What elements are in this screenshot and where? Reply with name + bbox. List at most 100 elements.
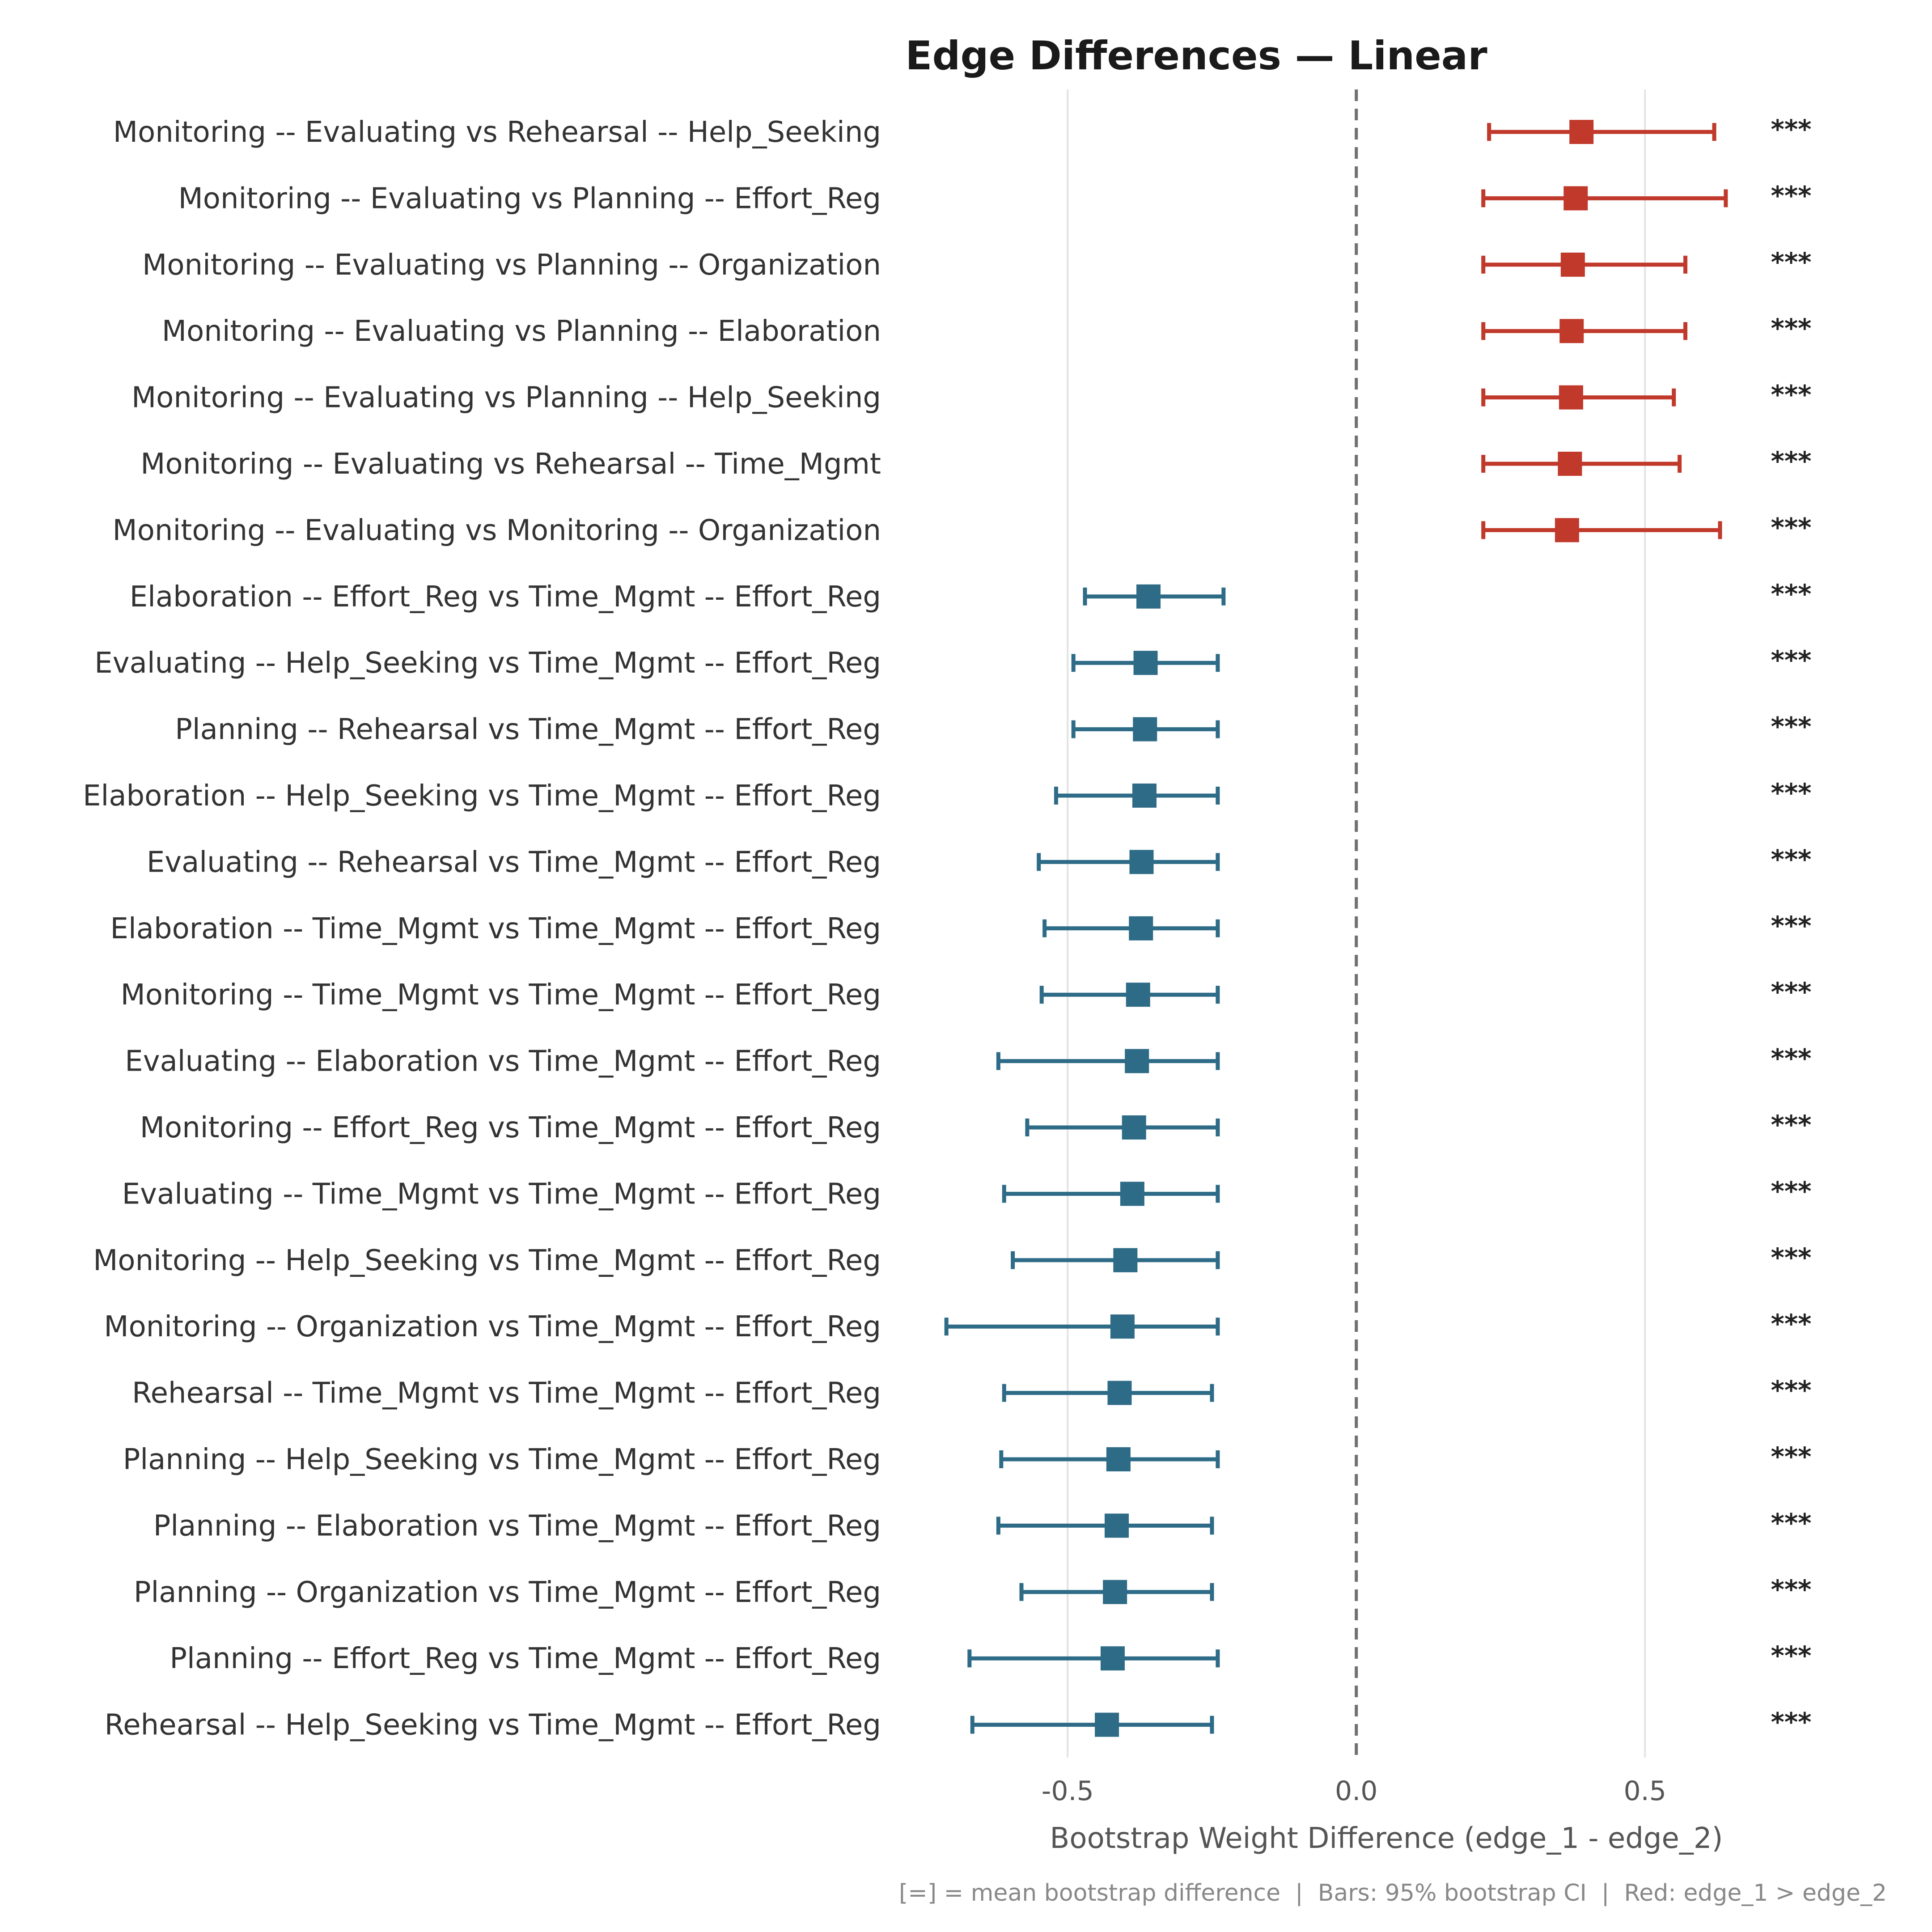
row-label: Planning -- Rehearsal vs Time_Mgmt -- Ef… — [175, 713, 881, 746]
significance-label: *** — [1771, 247, 1812, 277]
significance-label: *** — [1771, 1574, 1812, 1605]
significance-label: *** — [1771, 446, 1812, 476]
forest-row: Evaluating -- Help_Seeking vs Time_Mgmt … — [94, 645, 1811, 680]
forest-row: Planning -- Help_Seeking vs Time_Mgmt --… — [123, 1441, 1812, 1476]
mean-marker — [1120, 1182, 1144, 1206]
forest-row: Monitoring -- Help_Seeking vs Time_Mgmt … — [93, 1242, 1811, 1277]
mean-marker — [1107, 1381, 1132, 1405]
grid-layer — [1067, 89, 1646, 1758]
mean-marker — [1559, 319, 1584, 343]
chart-title: Edge Differences — Linear — [905, 33, 1487, 79]
significance-label: *** — [1771, 380, 1812, 410]
forest-row: Monitoring -- Organization vs Time_Mgmt … — [104, 1309, 1811, 1343]
x-axis-ticks: -0.5 0.0 0.5 — [1042, 1775, 1666, 1807]
significance-label: *** — [1771, 1176, 1812, 1206]
significance-label: *** — [1771, 1375, 1812, 1406]
forest-row: Rehearsal -- Help_Seeking vs Time_Mgmt -… — [105, 1707, 1812, 1742]
significance-label: *** — [1771, 114, 1812, 144]
significance-label: *** — [1771, 977, 1812, 1007]
row-label: Evaluating -- Rehearsal vs Time_Mgmt -- … — [147, 846, 881, 879]
rows-layer: Monitoring -- Evaluating vs Rehearsal --… — [83, 114, 1811, 1742]
x-tick-label: 0.0 — [1335, 1775, 1377, 1807]
significance-label: *** — [1771, 645, 1812, 675]
row-label: Monitoring -- Evaluating vs Rehearsal --… — [113, 116, 881, 149]
row-label: Monitoring -- Evaluating vs Planning -- … — [142, 249, 881, 282]
significance-label: *** — [1771, 1309, 1812, 1339]
significance-label: *** — [1771, 1640, 1812, 1671]
forest-row: Monitoring -- Evaluating vs Rehearsal --… — [140, 446, 1811, 481]
significance-label: *** — [1771, 778, 1812, 808]
row-label: Planning -- Effort_Reg vs Time_Mgmt -- E… — [169, 1642, 881, 1675]
mean-marker — [1126, 983, 1150, 1007]
significance-label: *** — [1771, 911, 1812, 941]
mean-marker — [1559, 385, 1583, 410]
mean-marker — [1105, 1513, 1129, 1538]
significance-label: *** — [1771, 712, 1812, 742]
forest-row: Monitoring -- Evaluating vs Planning -- … — [178, 180, 1812, 215]
row-label: Elaboration -- Effort_Reg vs Time_Mgmt -… — [130, 580, 881, 614]
mean-marker — [1129, 916, 1153, 941]
significance-label: *** — [1771, 180, 1812, 211]
row-label: Monitoring -- Evaluating vs Planning -- … — [131, 381, 881, 415]
forest-row: Rehearsal -- Time_Mgmt vs Time_Mgmt -- E… — [132, 1375, 1811, 1410]
row-label: Monitoring -- Time_Mgmt vs Time_Mgmt -- … — [121, 979, 881, 1012]
mean-marker — [1110, 1314, 1135, 1339]
forest-row: Planning -- Elaboration vs Time_Mgmt -- … — [153, 1508, 1812, 1542]
significance-label: *** — [1771, 512, 1812, 542]
forest-row: Planning -- Organization vs Time_Mgmt --… — [134, 1574, 1812, 1609]
row-label: Monitoring -- Help_Seeking vs Time_Mgmt … — [93, 1244, 881, 1277]
mean-marker — [1136, 584, 1161, 609]
significance-label: *** — [1771, 1707, 1812, 1737]
row-label: Monitoring -- Evaluating vs Rehearsal --… — [140, 448, 881, 481]
forest-row: Monitoring -- Evaluating vs Planning -- … — [162, 313, 1812, 348]
mean-marker — [1132, 784, 1157, 808]
significance-label: *** — [1771, 1508, 1812, 1538]
mean-marker — [1569, 120, 1594, 144]
forest-row: Elaboration -- Effort_Reg vs Time_Mgmt -… — [130, 579, 1812, 614]
x-tick-label: -0.5 — [1042, 1775, 1094, 1807]
mean-marker — [1133, 651, 1158, 675]
forest-row: Monitoring -- Evaluating vs Planning -- … — [131, 380, 1812, 415]
significance-label: *** — [1771, 579, 1812, 609]
forest-row: Elaboration -- Time_Mgmt vs Time_Mgmt --… — [110, 911, 1812, 945]
row-label: Rehearsal -- Time_Mgmt vs Time_Mgmt -- E… — [132, 1377, 881, 1410]
forest-row: Evaluating -- Time_Mgmt vs Time_Mgmt -- … — [122, 1176, 1812, 1211]
row-label: Monitoring -- Evaluating vs Monitoring -… — [113, 514, 881, 547]
row-label: Planning -- Elaboration vs Time_Mgmt -- … — [153, 1509, 881, 1542]
mean-marker — [1106, 1447, 1131, 1471]
significance-label: *** — [1771, 1043, 1812, 1074]
row-label: Evaluating -- Elaboration vs Time_Mgmt -… — [125, 1045, 881, 1078]
forest-row: Planning -- Effort_Reg vs Time_Mgmt -- E… — [169, 1640, 1811, 1675]
forest-row: Evaluating -- Rehearsal vs Time_Mgmt -- … — [147, 844, 1812, 879]
mean-marker — [1095, 1712, 1119, 1737]
significance-label: *** — [1771, 1110, 1812, 1140]
mean-marker — [1122, 1115, 1146, 1140]
forest-row: Elaboration -- Help_Seeking vs Time_Mgmt… — [83, 778, 1811, 813]
row-label: Monitoring -- Effort_Reg vs Time_Mgmt --… — [140, 1111, 881, 1144]
row-label: Elaboration -- Time_Mgmt vs Time_Mgmt --… — [110, 912, 881, 945]
row-label: Monitoring -- Organization vs Time_Mgmt … — [104, 1310, 881, 1343]
forest-row: Monitoring -- Evaluating vs Monitoring -… — [113, 512, 1812, 547]
mean-marker — [1555, 518, 1579, 542]
mean-marker — [1113, 1248, 1138, 1272]
significance-label: *** — [1771, 1441, 1812, 1472]
significance-label: *** — [1771, 1242, 1812, 1273]
row-label: Rehearsal -- Help_Seeking vs Time_Mgmt -… — [105, 1709, 881, 1742]
mean-marker — [1133, 717, 1157, 741]
mean-marker — [1100, 1646, 1125, 1671]
row-label: Planning -- Help_Seeking vs Time_Mgmt --… — [123, 1443, 881, 1476]
significance-label: *** — [1771, 844, 1812, 874]
x-tick-label: 0.5 — [1623, 1775, 1666, 1807]
chart-footnote: [=] = mean bootstrap difference | Bars: … — [899, 1880, 1887, 1907]
forest-row: Monitoring -- Effort_Reg vs Time_Mgmt --… — [140, 1110, 1812, 1144]
forest-row: Evaluating -- Elaboration vs Time_Mgmt -… — [125, 1043, 1811, 1078]
row-label: Monitoring -- Evaluating vs Planning -- … — [162, 315, 881, 348]
mean-marker — [1129, 850, 1154, 874]
forest-row: Monitoring -- Evaluating vs Rehearsal --… — [113, 114, 1812, 149]
mean-marker — [1560, 252, 1585, 277]
forest-row: Monitoring -- Evaluating vs Planning -- … — [142, 247, 1811, 282]
row-label: Elaboration -- Help_Seeking vs Time_Mgmt… — [83, 780, 881, 813]
forest-row: Planning -- Rehearsal vs Time_Mgmt -- Ef… — [175, 712, 1811, 746]
row-label: Monitoring -- Evaluating vs Planning -- … — [178, 182, 881, 215]
